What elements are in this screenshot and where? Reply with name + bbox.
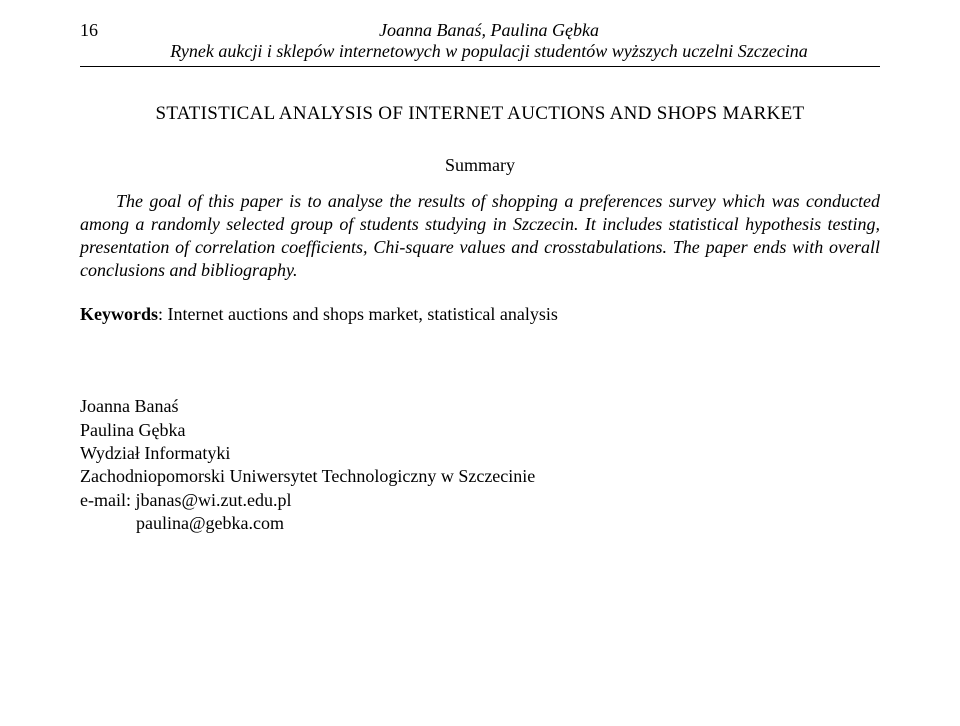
page-header: 16 Joanna Banaś, Paulina Gębka Rynek auk… — [80, 20, 880, 62]
header-authors: Joanna Banaś, Paulina Gębka — [98, 20, 880, 41]
summary-label: Summary — [80, 155, 880, 176]
affiliation-block: Joanna Banaś Paulina Gębka Wydział Infor… — [80, 395, 880, 535]
keywords-label: Keywords — [80, 304, 158, 324]
paper-title: STATISTICAL ANALYSIS OF INTERNET AUCTION… — [80, 103, 880, 125]
affil-department: Wydział Informatyki — [80, 442, 880, 465]
affil-author-2: Paulina Gębka — [80, 419, 880, 442]
keywords: Keywords: Internet auctions and shops ma… — [80, 304, 880, 325]
affil-author-1: Joanna Banaś — [80, 395, 880, 418]
affil-email-2: paulina@gebka.com — [80, 512, 880, 535]
page-number: 16 — [80, 20, 98, 41]
header-divider — [80, 66, 880, 67]
abstract: The goal of this paper is to analyse the… — [80, 190, 880, 282]
header-subtitle: Rynek aukcji i sklepów internetowych w p… — [98, 41, 880, 62]
affil-university: Zachodniopomorski Uniwersytet Technologi… — [80, 465, 880, 488]
header-center: Joanna Banaś, Paulina Gębka Rynek aukcji… — [98, 20, 880, 62]
affil-email-1: e-mail: jbanas@wi.zut.edu.pl — [80, 489, 880, 512]
keywords-text: : Internet auctions and shops market, st… — [158, 304, 558, 324]
